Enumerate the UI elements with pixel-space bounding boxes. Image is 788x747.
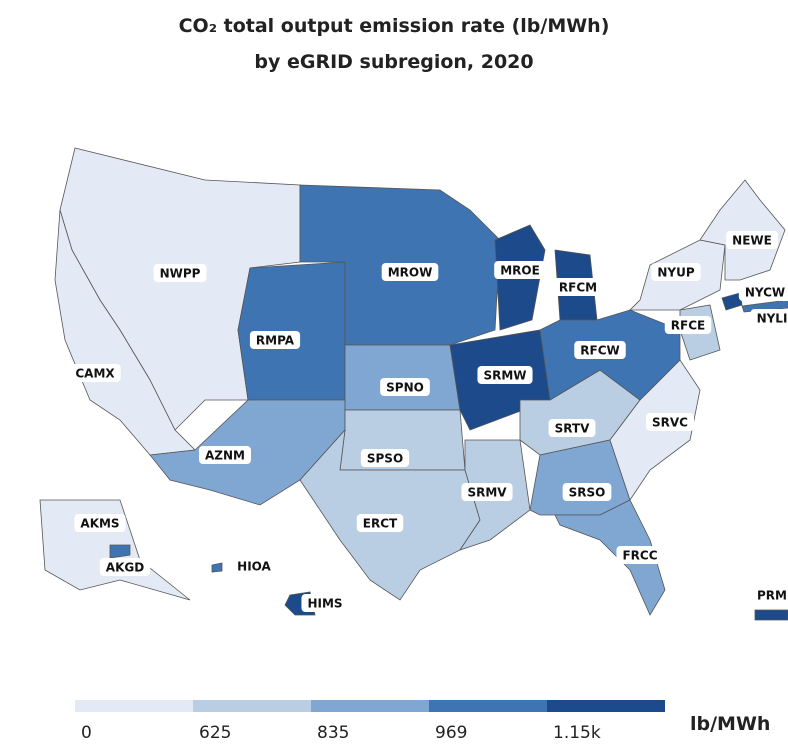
- label-box: [574, 341, 626, 359]
- region: [109, 544, 131, 559]
- legend-tick-label: 835: [317, 723, 349, 743]
- regions: [39, 147, 788, 621]
- label-box: [249, 331, 301, 349]
- region: [699, 179, 786, 281]
- region-label: FRCC: [622, 549, 657, 563]
- region-label: RFCW: [580, 344, 619, 358]
- region-label: SRMV: [467, 486, 507, 500]
- region-label: ERCT: [363, 517, 398, 531]
- region-label: AKGD: [106, 561, 144, 575]
- legend-tick-label: 0: [81, 723, 92, 743]
- label-box: [231, 557, 277, 575]
- legend-tick-label: 1.15k: [553, 723, 601, 743]
- label-box: [552, 278, 604, 296]
- region: [754, 609, 788, 621]
- region-label: PRM: [757, 589, 787, 603]
- label-box: [199, 446, 251, 464]
- region-label: AZNM: [205, 449, 245, 463]
- label-box: [461, 483, 513, 501]
- legend-unit: lb/MWh: [690, 713, 770, 735]
- title: CO₂ total output emission rate (lb/MWh): [179, 15, 610, 37]
- label-box: [69, 364, 121, 382]
- legend-swatch: [547, 700, 665, 712]
- region-label: SRTV: [555, 422, 591, 436]
- label-box: [153, 264, 207, 282]
- region-label: NYCW: [745, 286, 785, 300]
- region: [721, 292, 743, 311]
- label-box: [750, 309, 788, 327]
- region-label: NEWE: [732, 234, 772, 248]
- label-box: [646, 413, 694, 431]
- label-box: [726, 231, 778, 249]
- region-label: RMPA: [256, 334, 295, 348]
- region: [554, 499, 666, 616]
- region-label: NYUP: [657, 266, 694, 280]
- region-label: SPNO: [386, 381, 424, 395]
- region-label: RFCM: [559, 281, 597, 295]
- legend-swatch: [311, 700, 429, 712]
- label-box: [651, 263, 701, 281]
- label-box: [356, 514, 404, 532]
- label-box: [494, 261, 546, 279]
- legend-swatch: [193, 700, 311, 712]
- legend-tick-label: 969: [435, 723, 467, 743]
- legend-swatch: [429, 700, 547, 712]
- label-box: [751, 586, 788, 604]
- region: [344, 344, 461, 411]
- label-box: [477, 366, 533, 384]
- legend-swatch: [75, 700, 193, 712]
- region-label: SRSO: [569, 486, 606, 500]
- region-label: RFCE: [671, 319, 705, 333]
- label-box: [664, 316, 712, 334]
- region: [211, 562, 223, 573]
- region-label: NYLI: [757, 312, 788, 326]
- label-box: [301, 594, 349, 612]
- region-label: NWPP: [160, 267, 201, 281]
- label-box: [381, 263, 439, 281]
- label-box: [380, 378, 430, 396]
- label-box: [562, 483, 612, 501]
- label-box: [548, 419, 596, 437]
- label-box: [738, 283, 788, 301]
- region-label: AKMS: [80, 517, 119, 531]
- region-label: MROW: [388, 266, 433, 280]
- region-label: MROE: [500, 264, 540, 278]
- subtitle: by eGRID subregion, 2020: [254, 51, 533, 73]
- label-box: [74, 514, 126, 532]
- label-box: [99, 558, 151, 576]
- region-label: HIMS: [307, 597, 342, 611]
- region-label: HIOA: [237, 560, 271, 574]
- region-label: SPSO: [367, 452, 403, 466]
- region-label: CAMX: [75, 367, 115, 381]
- label-box: [360, 449, 410, 467]
- region-label: SRMW: [483, 369, 526, 383]
- region-label: SRVC: [652, 416, 688, 430]
- legend-tick-label: 625: [199, 723, 231, 743]
- label-box: [616, 546, 664, 564]
